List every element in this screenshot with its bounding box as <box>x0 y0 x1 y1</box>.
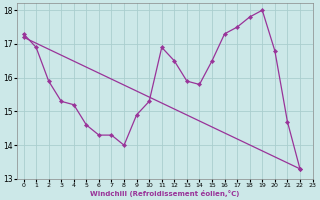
X-axis label: Windchill (Refroidissement éolien,°C): Windchill (Refroidissement éolien,°C) <box>90 190 240 197</box>
